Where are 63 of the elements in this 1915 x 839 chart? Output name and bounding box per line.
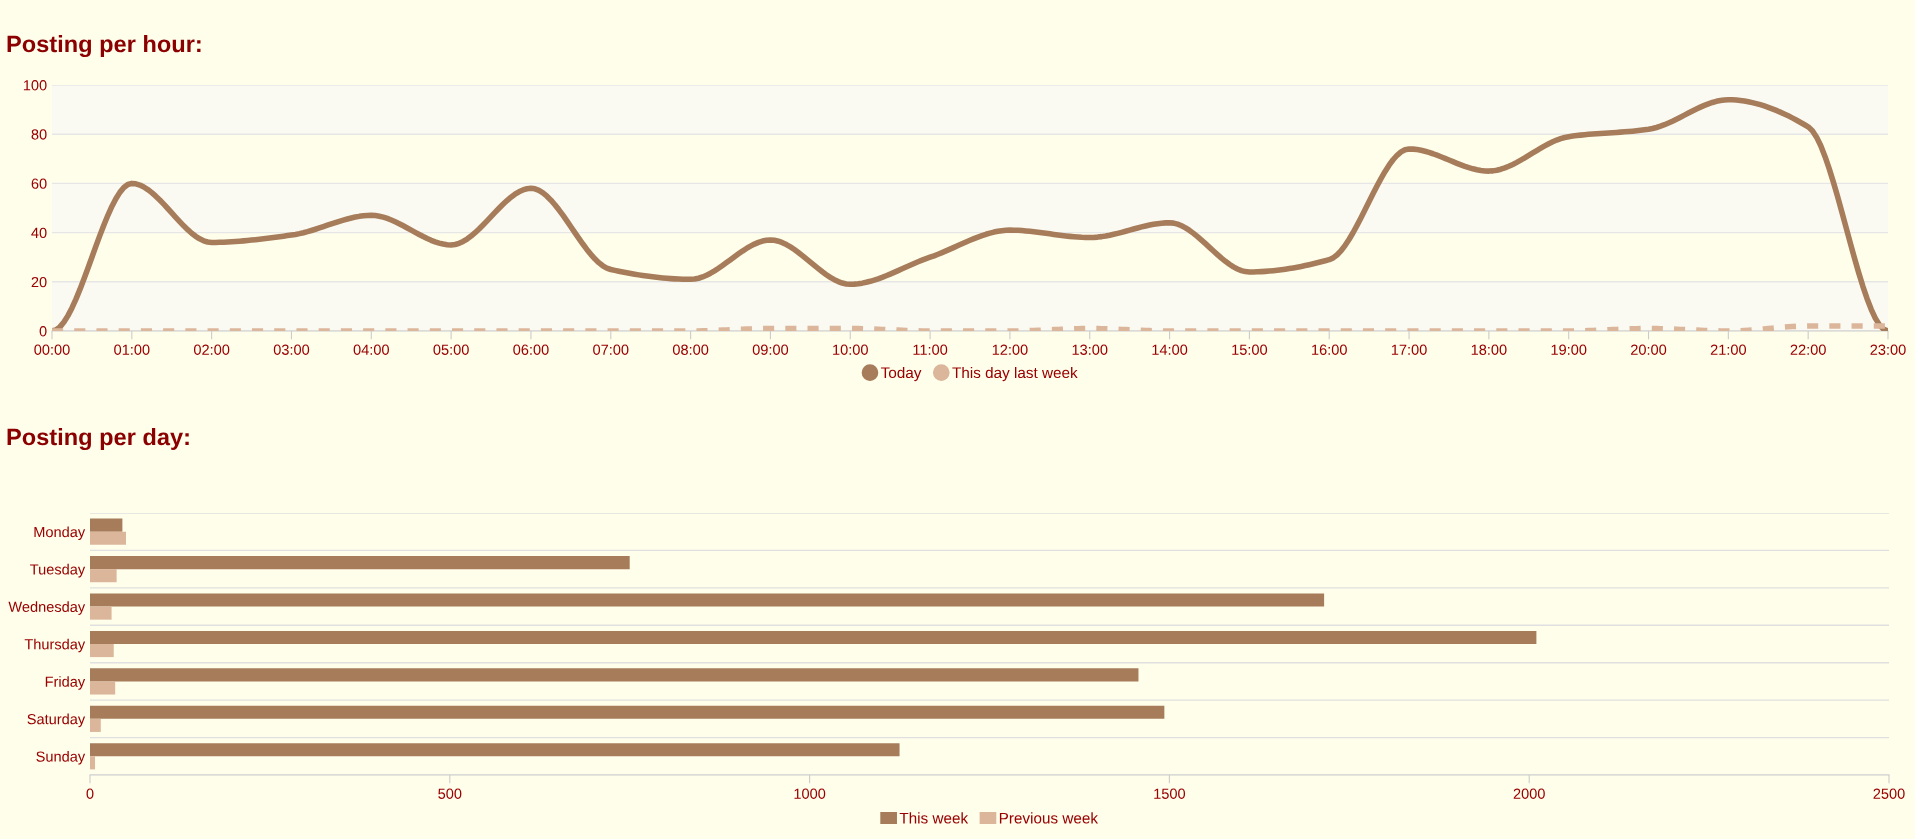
y-tick-label: 60 bbox=[31, 178, 47, 189]
y-tick-label: 100 bbox=[23, 80, 47, 91]
y-tick-label: Sunday bbox=[36, 751, 86, 765]
legend-label: This day last week bbox=[952, 366, 1078, 382]
x-tick-label: 2000 bbox=[1513, 788, 1545, 799]
x-tick-label: 11:00 bbox=[913, 344, 948, 355]
x-tick-label: 0 bbox=[86, 788, 94, 799]
x-tick-label: 2500 bbox=[1873, 788, 1905, 799]
x-tick-label: 16:00 bbox=[1312, 344, 1347, 355]
chart-title: Posting per day: bbox=[7, 428, 189, 451]
x-tick-label: 03:00 bbox=[273, 344, 310, 355]
x-tick-label: 00:00 bbox=[34, 344, 70, 355]
bar bbox=[90, 705, 1165, 719]
x-tick-label: 19:00 bbox=[1551, 344, 1587, 355]
y-tick-label: 80 bbox=[31, 129, 47, 140]
x-tick-label: 21:00 bbox=[1710, 344, 1747, 355]
x-tick-label: 1000 bbox=[794, 788, 826, 799]
x-tick-label: 07:00 bbox=[593, 344, 629, 355]
x-tick-label: 20:00 bbox=[1631, 344, 1667, 355]
legend-label: Previous week bbox=[999, 812, 1099, 824]
y-tick-label: 0 bbox=[39, 326, 47, 337]
bar bbox=[90, 668, 1139, 682]
x-tick-label: 08:00 bbox=[672, 344, 709, 355]
x-tick-label: 12:00 bbox=[992, 344, 1028, 355]
bar bbox=[90, 630, 1537, 644]
x-tick-label: 02:00 bbox=[193, 344, 230, 355]
bar bbox=[90, 644, 114, 658]
bar bbox=[90, 531, 126, 545]
x-tick-label: 500 bbox=[438, 788, 462, 799]
x-tick-label: 23:00 bbox=[1870, 344, 1906, 355]
y-tick-label: Tuesday bbox=[30, 563, 86, 578]
x-tick-label: 17:00 bbox=[1391, 344, 1427, 355]
x-tick-label: 14:00 bbox=[1152, 344, 1188, 355]
bar bbox=[90, 756, 96, 770]
bar bbox=[90, 569, 117, 583]
x-tick-label: 1500 bbox=[1154, 788, 1186, 799]
y-tick-label: 40 bbox=[31, 227, 47, 239]
x-tick-label: 13:00 bbox=[1072, 344, 1108, 355]
x-tick-label: 18:00 bbox=[1471, 344, 1507, 355]
bar bbox=[90, 718, 101, 732]
x-tick-label: 15:00 bbox=[1232, 344, 1268, 355]
y-tick-label: Friday bbox=[45, 676, 86, 690]
bar bbox=[90, 606, 112, 620]
x-tick-label: 04:00 bbox=[353, 344, 389, 355]
y-tick-label: Monday bbox=[34, 526, 86, 541]
y-tick-label: Saturday bbox=[27, 713, 86, 728]
x-tick-label: 01:00 bbox=[114, 344, 150, 355]
bar bbox=[90, 681, 116, 695]
x-tick-label: 09:00 bbox=[752, 344, 789, 355]
legend-label: Today bbox=[881, 366, 922, 382]
x-tick-label: 06:00 bbox=[513, 344, 549, 355]
bar bbox=[90, 593, 1325, 607]
legend-label: This week bbox=[899, 812, 969, 824]
x-tick-label: 05:00 bbox=[433, 344, 469, 355]
bar bbox=[90, 743, 900, 757]
x-tick-label: 10:00 bbox=[833, 344, 868, 355]
bar bbox=[90, 518, 123, 532]
bar bbox=[90, 556, 630, 570]
chart-title: Posting per hour: bbox=[7, 35, 201, 58]
y-tick-label: Wednesday bbox=[8, 601, 86, 615]
y-tick-label: 20 bbox=[31, 276, 47, 288]
y-tick-label: Thursday bbox=[24, 638, 86, 653]
x-tick-label: 22:00 bbox=[1790, 344, 1826, 355]
